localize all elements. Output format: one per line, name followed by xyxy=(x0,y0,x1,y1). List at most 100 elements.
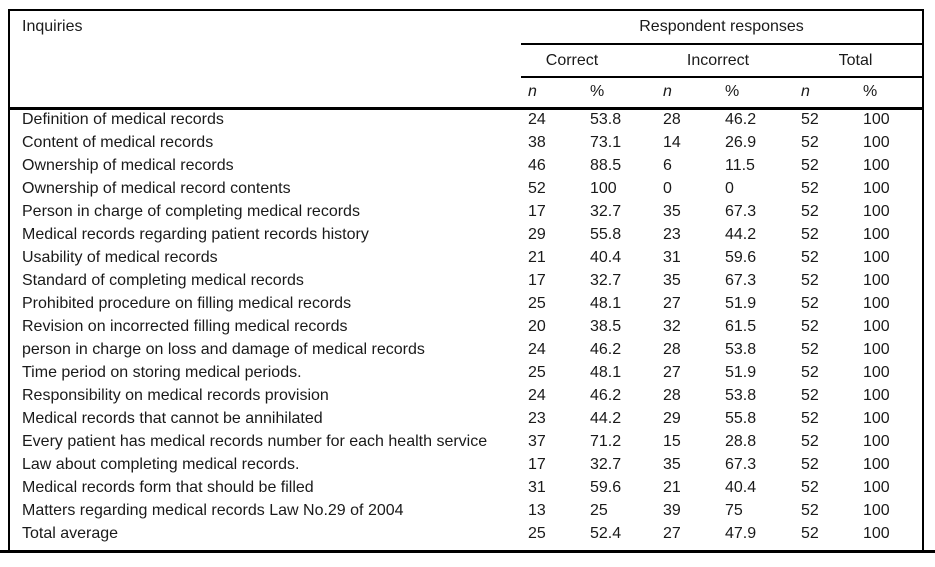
value-cell: 35 xyxy=(663,202,681,220)
value-cell: 53.8 xyxy=(590,111,622,129)
respondent-responses-header: Respondent responses xyxy=(521,11,923,45)
inquiry-cell: Every patient has medical records number… xyxy=(22,432,488,450)
table-row: Every patient has medical records number… xyxy=(10,430,922,453)
value-cell: 17 xyxy=(528,202,546,220)
document-table-frame: Inquiries Respondent responses Correct I… xyxy=(8,9,924,553)
inquiry-cell: Medical records that cannot be annihilat… xyxy=(22,409,323,427)
value-cell: 52 xyxy=(801,340,819,358)
value-cell: 20 xyxy=(528,317,546,335)
header-row-measures: n % n % n % xyxy=(10,77,923,110)
value-cell: 55.8 xyxy=(590,225,622,243)
value-cell: 52 xyxy=(801,248,819,266)
value-cell: 100 xyxy=(863,409,890,427)
value-cell: 24 xyxy=(528,340,546,358)
inquiry-cell: Revision on incorrected filling medical … xyxy=(22,317,348,335)
table-row: Prohibited procedure on filling medical … xyxy=(10,292,922,315)
table-row: Matters regarding medical records Law No… xyxy=(10,499,922,522)
value-cell: 38 xyxy=(528,133,546,151)
inquiry-cell: Usability of medical records xyxy=(22,248,218,266)
value-cell: 24 xyxy=(528,386,546,404)
value-cell: 67.3 xyxy=(725,271,757,289)
value-cell: 21 xyxy=(663,478,681,496)
value-cell: 0 xyxy=(663,179,672,197)
value-cell: 17 xyxy=(528,455,546,473)
value-cell: 53.8 xyxy=(725,340,757,358)
header-row-group: Inquiries Respondent responses xyxy=(10,11,923,110)
value-cell: 31 xyxy=(528,478,546,496)
value-cell: 52 xyxy=(801,179,819,197)
value-cell: 17 xyxy=(528,271,546,289)
value-cell: 100 xyxy=(863,225,890,243)
inquiry-cell: Definition of medical records xyxy=(22,111,224,129)
value-cell: 39 xyxy=(663,501,681,519)
table-row: Ownership of medical record contents 52 … xyxy=(10,177,922,200)
table-row: Ownership of medical records 46 88.5 6 1… xyxy=(10,154,922,177)
value-cell: 32.7 xyxy=(590,271,622,289)
measure-header-n-total: n xyxy=(794,77,856,110)
value-cell: 25 xyxy=(590,501,608,519)
measure-header-pct-incorrect: % xyxy=(718,77,794,110)
value-cell: 31 xyxy=(663,248,681,266)
value-cell: 100 xyxy=(863,111,890,129)
subgroup-header-correct: Correct xyxy=(521,44,656,78)
value-cell: 100 xyxy=(863,317,890,335)
value-cell: 100 xyxy=(863,386,890,404)
value-cell: 25 xyxy=(528,294,546,312)
value-cell: 23 xyxy=(663,225,681,243)
value-cell: 100 xyxy=(863,432,890,450)
value-cell: 40.4 xyxy=(590,248,622,266)
value-cell: 53.8 xyxy=(725,386,757,404)
value-cell: 52.4 xyxy=(590,524,622,542)
respondent-responses-table: Inquiries Respondent responses Correct I… xyxy=(10,11,923,545)
value-cell: 52 xyxy=(801,294,819,312)
table-row: Medical records that cannot be annihilat… xyxy=(10,407,922,430)
subgroup-header-incorrect: Incorrect xyxy=(656,44,794,78)
value-cell: 61.5 xyxy=(725,317,757,335)
value-cell: 24 xyxy=(528,111,546,129)
inquiry-cell: Matters regarding medical records Law No… xyxy=(22,501,404,519)
value-cell: 59.6 xyxy=(590,478,622,496)
value-cell: 52 xyxy=(801,432,819,450)
value-cell: 32.7 xyxy=(590,202,622,220)
inquiry-cell: person in charge on loss and damage of m… xyxy=(22,340,425,358)
value-cell: 35 xyxy=(663,271,681,289)
value-cell: 52 xyxy=(801,409,819,427)
table-row: Standard of completing medical records 1… xyxy=(10,269,922,292)
inquiry-cell: Person in charge of completing medical r… xyxy=(22,202,360,220)
subgroup-header-total: Total xyxy=(794,44,923,78)
value-cell: 14 xyxy=(663,133,681,151)
value-cell: 100 xyxy=(863,478,890,496)
measure-header-pct-total: % xyxy=(856,77,923,110)
value-cell: 46 xyxy=(528,156,546,174)
table-row: Definition of medical records 24 53.8 28… xyxy=(10,108,922,131)
value-cell: 52 xyxy=(801,455,819,473)
value-cell: 52 xyxy=(801,478,819,496)
value-cell: 27 xyxy=(663,294,681,312)
value-cell: 52 xyxy=(801,363,819,381)
table-row: Person in charge of completing medical r… xyxy=(10,200,922,223)
table-row: Total average 25 52.4 27 47.9 52 100 xyxy=(10,522,922,545)
value-cell: 55.8 xyxy=(725,409,757,427)
value-cell: 75 xyxy=(725,501,743,519)
table-row: Time period on storing medical periods. … xyxy=(10,361,922,384)
value-cell: 0 xyxy=(725,179,734,197)
value-cell: 13 xyxy=(528,501,546,519)
table-header: Inquiries Respondent responses Correct I… xyxy=(10,11,923,110)
value-cell: 52 xyxy=(801,133,819,151)
inquiry-cell: Medical records regarding patient record… xyxy=(22,225,369,243)
value-cell: 67.3 xyxy=(725,202,757,220)
measure-header-pct-correct: % xyxy=(583,77,656,110)
value-cell: 37 xyxy=(528,432,546,450)
value-cell: 52 xyxy=(801,501,819,519)
inquiry-cell: Standard of completing medical records xyxy=(22,271,304,289)
value-cell: 28 xyxy=(663,386,681,404)
table-row: Law about completing medical records. 17… xyxy=(10,453,922,476)
inquiry-cell: Ownership of medical records xyxy=(22,156,234,174)
value-cell: 52 xyxy=(801,271,819,289)
value-cell: 100 xyxy=(863,524,890,542)
value-cell: 47.9 xyxy=(725,524,757,542)
value-cell: 32 xyxy=(663,317,681,335)
inquiry-cell: Ownership of medical record contents xyxy=(22,179,291,197)
value-cell: 100 xyxy=(863,156,890,174)
